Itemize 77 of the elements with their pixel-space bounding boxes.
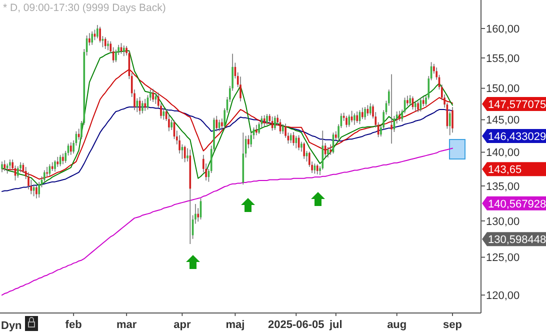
y-tick-label: 150,00	[486, 83, 520, 96]
candlestick	[292, 132, 294, 146]
candlestick	[115, 49, 117, 63]
candlestick	[123, 45, 125, 57]
candlestick	[417, 100, 419, 112]
candlestick	[184, 145, 186, 163]
x-tick-label: maj	[226, 319, 245, 331]
candlestick	[263, 114, 266, 127]
candlestick	[274, 115, 276, 130]
y-tick-label: 125,00	[486, 252, 520, 264]
chart-title: * D, 09:00-17:30 (9999 Days Back)	[3, 2, 166, 14]
text: 147,577075	[488, 98, 546, 111]
candlestick	[197, 208, 199, 222]
candlestick	[120, 42, 122, 54]
candlestick	[17, 166, 19, 178]
candlestick	[70, 142, 72, 156]
candlestick	[1, 161, 3, 173]
candlestick	[266, 114, 268, 126]
candlestick	[9, 159, 11, 170]
text: 146,433029	[488, 130, 546, 143]
candlestick	[36, 186, 38, 199]
x-tick-label: aug	[387, 319, 407, 331]
candlestick	[88, 32, 90, 46]
candlestick	[91, 31, 93, 46]
candlestick	[142, 100, 144, 114]
candlestick	[54, 160, 56, 172]
candlestick	[354, 112, 356, 126]
y-tick-label: 135,00	[486, 180, 520, 193]
candlestick	[107, 40, 109, 51]
y-tick-label: 155,00	[486, 52, 520, 65]
text: 140,567928	[488, 198, 546, 210]
candlestick	[414, 100, 416, 112]
candlestick	[452, 106, 454, 133]
candlestick	[448, 111, 451, 136]
candlestick	[96, 24, 98, 39]
x-tick-label: jul	[328, 319, 342, 331]
candlestick	[102, 36, 104, 48]
candlestick	[316, 164, 318, 175]
candlestick	[409, 94, 411, 106]
y-tick-label: 130,00	[486, 216, 520, 228]
candlestick	[256, 124, 258, 136]
x-tick-label: sep	[443, 319, 462, 331]
candlestick	[390, 74, 392, 144]
candlestick	[290, 132, 292, 144]
y-tick-label: 120,00	[486, 290, 520, 302]
y-tick-label: 145,00	[486, 114, 520, 127]
candlestick	[282, 124, 284, 134]
x-tick-label: feb	[65, 319, 82, 331]
candlestick	[406, 95, 408, 106]
candlestick	[398, 110, 400, 122]
candlestick	[327, 146, 329, 158]
candlestick	[303, 142, 305, 160]
candlestick	[248, 134, 250, 149]
candlestick	[346, 115, 348, 128]
text: Dyn	[1, 320, 22, 332]
candlestick	[364, 106, 366, 120]
candlestick	[369, 102, 372, 116]
candlestick	[330, 144, 332, 156]
text: 143,65	[488, 164, 522, 176]
text: 130,598448	[488, 234, 546, 246]
x-tick-label: apr	[174, 319, 192, 331]
candlestick	[240, 76, 242, 102]
candlestick	[104, 36, 106, 50]
candlestick	[152, 88, 154, 102]
candlestick	[6, 163, 8, 174]
candlestick	[4, 160, 6, 172]
candlestick	[356, 111, 358, 124]
y-tick-label: 160,00	[486, 23, 520, 36]
x-tick-label: 2025-06-05	[268, 319, 324, 331]
candlestick	[99, 26, 101, 43]
candlestick	[144, 98, 146, 112]
y-tick-label: 140,00	[486, 147, 520, 160]
candlestick	[422, 96, 424, 107]
x-tick-label: mar	[116, 319, 138, 331]
candlestick	[186, 148, 188, 162]
candlestick	[362, 107, 364, 120]
candlestick	[62, 153, 64, 165]
